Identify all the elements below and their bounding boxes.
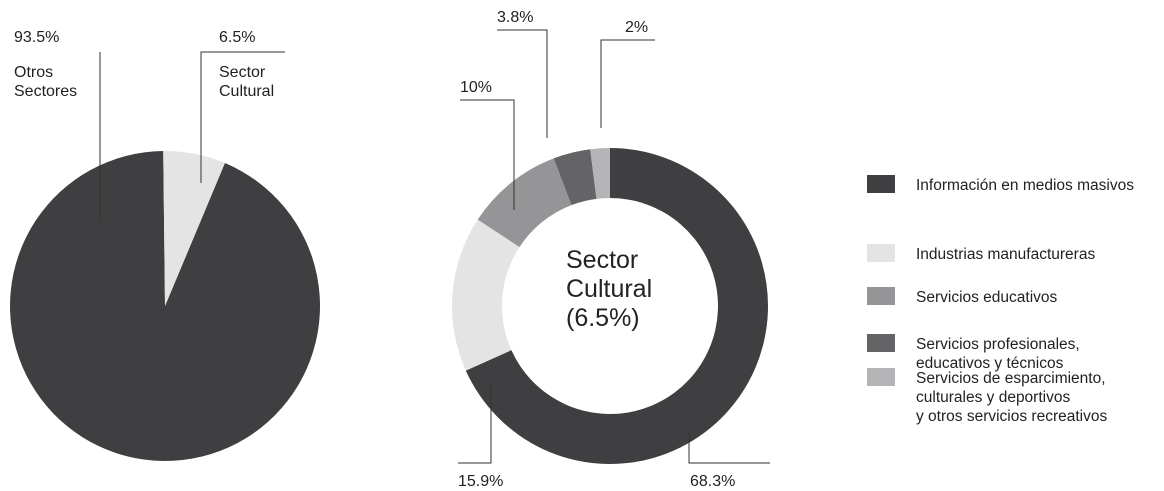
legend-label-2: Industrias manufactureras: [916, 246, 1095, 263]
legend: Información en medios masivos Industrias …: [867, 175, 1134, 425]
pie-slice-sector-cultural: [163, 151, 225, 306]
legend-label-3: Servicios educativos: [916, 289, 1058, 306]
legend-label-1: Información en medios masivos: [916, 177, 1134, 194]
legend-swatch-3: [867, 287, 895, 305]
legend-swatch-4: [867, 334, 895, 352]
pie-slice-otros-sectores: [9, 151, 320, 462]
donut-slice-servicios-profesionales-educativos-y-tecnicos: [553, 149, 597, 206]
donut-pct-label-servicios-de-esparcimiento-culturales-y-deportivos-y-otros-servicios-recreativos: 2%: [625, 19, 648, 36]
donut-slice-informacion-en-medios-masivos: [465, 148, 768, 465]
pie-chart-sector-share: 93.5% Otros Sectores 6.5% Sector Cultural: [9, 29, 320, 462]
donut-chart-cultural-breakdown: 68.3% 15.9% 10% 3.8% 2% Sector Cultural (6.5%): [452, 9, 770, 490]
donut-slice-servicios-de-esparcimiento-culturales-y-deportivos-y-otros-servicios-recreativos: [590, 148, 610, 199]
donut-leader-servicios-profesionales-educativos-y-tecnicos: [497, 29, 548, 138]
pie-pct-label-sector-cultural: 6.5%: [219, 29, 255, 46]
pie-leader-sector-cultural: [200, 51, 285, 183]
donut-leader-servicios-educativos: [460, 99, 515, 210]
donut-center-label: Sector Cultural (6.5%): [566, 246, 652, 332]
donut-pct-label-industrias-manufactureras: 15.9%: [458, 473, 503, 490]
donut-pct-label-informacion-en-medios-masivos: 68.3%: [690, 473, 735, 490]
legend-label-5: Servicios de esparcimiento, culturales y …: [916, 370, 1107, 425]
pie-name-label-otros-sectores: Otros Sectores: [14, 64, 77, 100]
legend-label-4: Servicios profesionales, educativos y téc…: [916, 336, 1080, 372]
donut-pct-label-servicios-educativos: 10%: [460, 79, 492, 96]
donut-leader-servicios-de-esparcimiento-culturales-y-deportivos-y-otros-servicios-recreativos: [600, 39, 655, 128]
donut-leader-informacion-en-medios-masivos: [688, 430, 770, 464]
donut-slice-industrias-manufactureras: [452, 219, 520, 371]
donut-slice-servicios-educativos: [477, 158, 572, 247]
legend-swatch-5: [867, 368, 895, 386]
pie-pct-label-otros-sectores: 93.5%: [14, 29, 59, 46]
donut-leader-industrias-manufactureras: [458, 385, 492, 464]
pie-name-label-sector-cultural: Sector Cultural: [219, 64, 274, 100]
donut-pct-label-servicios-profesionales-educativos-y-tecnicos: 3.8%: [497, 9, 533, 26]
legend-swatch-2: [867, 244, 895, 262]
legend-swatch-1: [867, 175, 895, 193]
